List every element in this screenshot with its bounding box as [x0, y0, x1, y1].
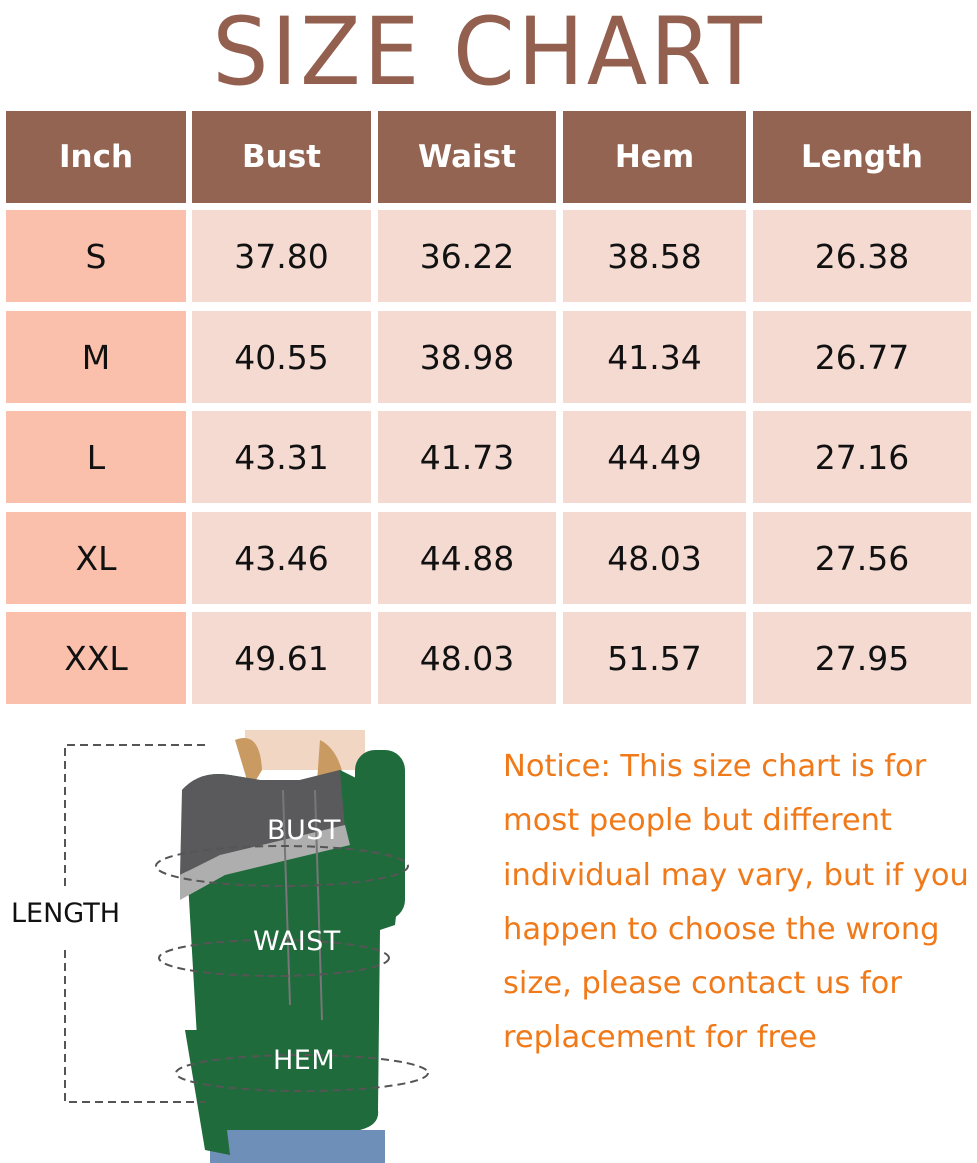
header-hem: Hem [563, 111, 746, 203]
waist-label: WAIST [253, 926, 341, 957]
page-title: SIZE CHART [212, 0, 765, 107]
cell-hem: 38.58 [563, 210, 746, 302]
cell-waist: 44.88 [378, 512, 556, 604]
cell-inch: L [6, 411, 186, 503]
cell-hem: 44.49 [563, 411, 746, 503]
hoodie-illustration [64, 730, 429, 1163]
cell-inch: XXL [6, 612, 186, 704]
hair [235, 738, 262, 790]
header-length: Length [753, 111, 971, 203]
hem-label: HEM [273, 1045, 336, 1076]
cell-inch: XL [6, 512, 186, 604]
cell-inch: M [6, 311, 186, 403]
cell-length: 27.16 [753, 411, 971, 503]
header-inch: Inch [6, 111, 186, 203]
cell-length: 27.56 [753, 512, 971, 604]
notice-text: Notice: This size chart is for most peop… [503, 749, 969, 1056]
cell-hem: 41.34 [563, 311, 746, 403]
header-waist: Waist [378, 111, 556, 203]
cell-length: 27.95 [753, 612, 971, 704]
cell-bust: 43.31 [192, 411, 371, 503]
header-bust: Bust [192, 111, 371, 203]
cell-waist: 41.73 [378, 411, 556, 503]
cell-hem: 48.03 [563, 512, 746, 604]
cell-bust: 37.80 [192, 210, 371, 302]
cell-bust: 49.61 [192, 612, 371, 704]
model-face [245, 730, 365, 770]
cell-waist: 38.98 [378, 311, 556, 403]
cell-length: 26.77 [753, 311, 971, 403]
bust-label: BUST [267, 815, 341, 846]
cell-length: 26.38 [753, 210, 971, 302]
measure-lines [64, 744, 429, 1103]
cell-inch: S [6, 210, 186, 302]
length-label: LENGTH [11, 898, 121, 929]
cell-hem: 51.57 [563, 612, 746, 704]
cell-waist: 36.22 [378, 210, 556, 302]
cell-bust: 43.46 [192, 512, 371, 604]
jeans [210, 1130, 385, 1163]
cell-waist: 48.03 [378, 612, 556, 704]
cell-bust: 40.55 [192, 311, 371, 403]
